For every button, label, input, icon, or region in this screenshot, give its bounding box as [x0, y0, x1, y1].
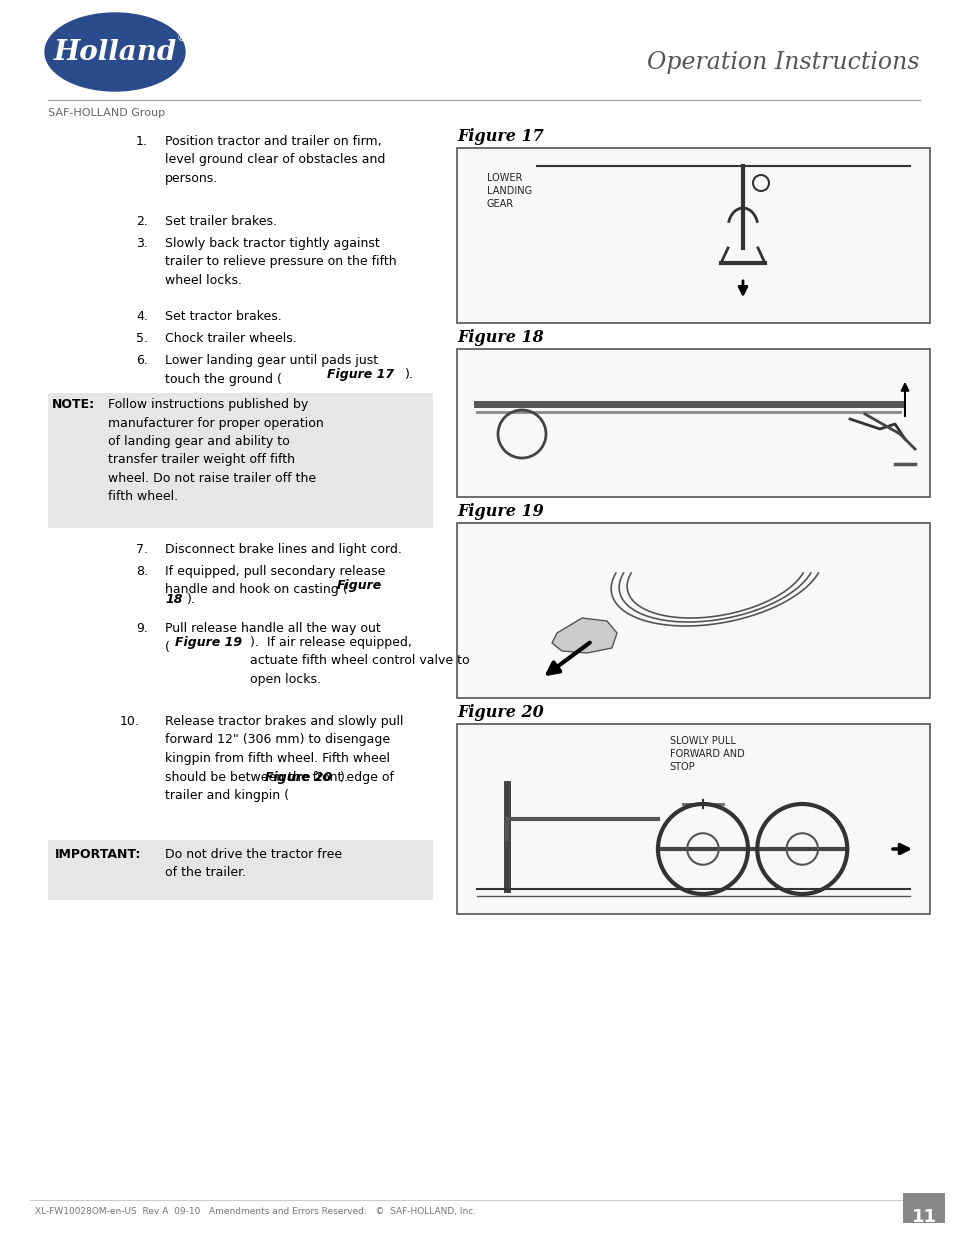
Text: Chock trailer wheels.: Chock trailer wheels.	[165, 332, 296, 345]
Text: 5.: 5.	[136, 332, 148, 345]
Text: 8.: 8.	[136, 564, 148, 578]
Text: Figure: Figure	[336, 579, 382, 592]
Text: Pull release handle all the way out
(: Pull release handle all the way out (	[165, 622, 380, 653]
Text: ).: ).	[405, 368, 414, 382]
Text: 18: 18	[165, 593, 182, 606]
Text: Slowly back tractor tightly against
trailer to relieve pressure on the fifth
whe: Slowly back tractor tightly against trai…	[165, 237, 396, 287]
Text: Figure 19: Figure 19	[174, 636, 242, 650]
Text: SAF-HOLLAND Group: SAF-HOLLAND Group	[48, 107, 165, 119]
Text: 7.: 7.	[136, 543, 148, 556]
Text: 2.: 2.	[136, 215, 148, 228]
FancyBboxPatch shape	[456, 148, 929, 324]
Text: Holland: Holland	[53, 38, 176, 65]
Text: Operation Instructions: Operation Instructions	[647, 51, 919, 74]
Text: Lower landing gear until pads just
touch the ground (: Lower landing gear until pads just touch…	[165, 354, 377, 385]
Text: NOTE:: NOTE:	[52, 398, 95, 411]
Text: 10.: 10.	[120, 715, 140, 727]
Text: Release tractor brakes and slowly pull
forward 12" (306 mm) to disengage
kingpin: Release tractor brakes and slowly pull f…	[165, 715, 403, 802]
FancyBboxPatch shape	[456, 522, 929, 698]
FancyBboxPatch shape	[48, 840, 433, 900]
Text: Figure 18: Figure 18	[456, 329, 543, 346]
FancyBboxPatch shape	[902, 1193, 944, 1223]
Text: ).: ).	[187, 593, 195, 606]
Text: 3.: 3.	[136, 237, 148, 249]
Text: 1.: 1.	[136, 135, 148, 148]
Text: SLOWLY PULL
FORWARD AND
STOP: SLOWLY PULL FORWARD AND STOP	[669, 736, 744, 772]
Text: Follow instructions published by
manufacturer for proper operation
of landing ge: Follow instructions published by manufac…	[108, 398, 323, 504]
Polygon shape	[552, 618, 617, 653]
Text: Disconnect brake lines and light cord.: Disconnect brake lines and light cord.	[165, 543, 401, 556]
FancyBboxPatch shape	[456, 350, 929, 496]
Ellipse shape	[45, 14, 185, 91]
Text: Figure 20: Figure 20	[456, 704, 543, 721]
Text: Figure 19: Figure 19	[456, 503, 543, 520]
Text: ).  If air release equipped,
actuate fifth wheel control valve to
open locks.: ). If air release equipped, actuate fift…	[250, 636, 469, 685]
Text: Do not drive the tractor free
of the trailer.: Do not drive the tractor free of the tra…	[165, 848, 342, 879]
Text: Set tractor brakes.: Set tractor brakes.	[165, 310, 281, 324]
Text: ).: ).	[339, 771, 349, 784]
Text: ®: ®	[177, 33, 187, 43]
Text: Set trailer brakes.: Set trailer brakes.	[165, 215, 276, 228]
Text: If equipped, pull secondary release
handle and hook on casting (: If equipped, pull secondary release hand…	[165, 564, 385, 597]
Text: LOWER
LANDING
GEAR: LOWER LANDING GEAR	[486, 173, 532, 210]
Text: 6.: 6.	[136, 354, 148, 367]
Text: IMPORTANT:: IMPORTANT:	[55, 848, 141, 861]
Text: Position tractor and trailer on firm,
level ground clear of obstacles and
person: Position tractor and trailer on firm, le…	[165, 135, 385, 185]
Text: Figure 17: Figure 17	[327, 368, 394, 382]
FancyBboxPatch shape	[456, 724, 929, 914]
Text: Figure 17: Figure 17	[456, 128, 543, 144]
Text: Figure 20: Figure 20	[265, 771, 332, 784]
Text: 9.: 9.	[136, 622, 148, 635]
Text: 4.: 4.	[136, 310, 148, 324]
Text: 11: 11	[910, 1208, 936, 1226]
FancyBboxPatch shape	[48, 393, 433, 529]
Text: XL-FW10028OM-en-US  Rev A  09-10   Amendments and Errors Reserved.   ©  SAF-HOLL: XL-FW10028OM-en-US Rev A 09-10 Amendment…	[35, 1207, 476, 1216]
